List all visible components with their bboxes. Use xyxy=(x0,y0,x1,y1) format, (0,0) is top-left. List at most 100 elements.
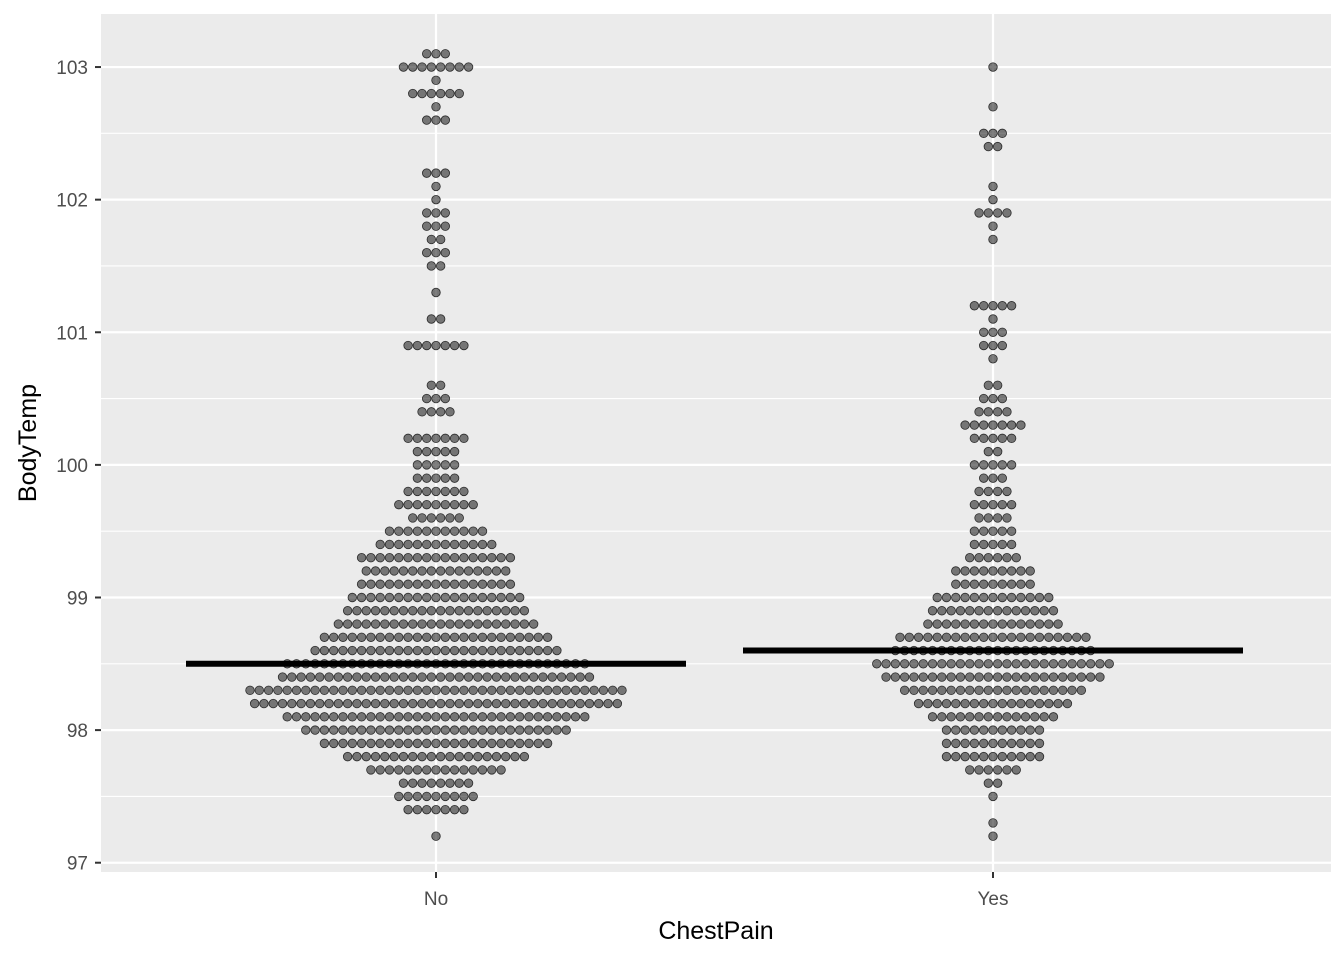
data-point xyxy=(1034,632,1045,642)
data-point xyxy=(361,606,371,616)
data-point xyxy=(1048,606,1059,616)
data-point xyxy=(501,698,511,709)
data-point xyxy=(384,539,395,550)
data-point xyxy=(422,632,432,642)
data-point xyxy=(431,592,441,603)
data-point xyxy=(431,831,441,841)
data-point xyxy=(932,632,942,642)
data-point xyxy=(979,592,989,603)
data-point xyxy=(496,632,506,642)
data-point xyxy=(352,606,362,616)
data-point xyxy=(445,566,455,576)
data-point xyxy=(927,672,938,682)
data-point xyxy=(1044,619,1054,629)
data-point xyxy=(552,712,562,722)
data-point xyxy=(960,592,970,603)
data-point xyxy=(426,380,437,391)
data-point xyxy=(459,738,469,749)
data-point xyxy=(997,393,1008,404)
data-point xyxy=(937,659,947,669)
data-point xyxy=(431,446,441,457)
data-point xyxy=(1016,619,1026,629)
data-point xyxy=(477,712,488,722)
data-point xyxy=(969,632,980,642)
data-point xyxy=(997,301,1008,311)
data-point xyxy=(342,698,353,709)
data-point xyxy=(1002,486,1012,497)
data-point xyxy=(997,420,1008,430)
data-point xyxy=(515,712,525,722)
data-point xyxy=(422,553,432,563)
data-point xyxy=(505,645,516,656)
data-point xyxy=(561,685,571,696)
data-point xyxy=(459,579,469,589)
data-point xyxy=(1006,539,1017,550)
data-point xyxy=(422,460,432,470)
data-point xyxy=(505,725,516,735)
data-point xyxy=(965,712,975,722)
data-point xyxy=(384,725,395,735)
data-point xyxy=(352,698,362,709)
data-point xyxy=(988,619,998,629)
data-point xyxy=(422,221,432,231)
data-point xyxy=(422,208,432,218)
data-point xyxy=(979,420,989,430)
data-point xyxy=(951,698,961,709)
data-point xyxy=(329,725,339,735)
data-point xyxy=(997,327,1008,337)
data-point xyxy=(988,632,998,642)
data-point xyxy=(408,62,418,72)
data-point xyxy=(440,393,451,404)
data-point xyxy=(505,712,516,722)
data-point xyxy=(375,553,385,563)
data-point xyxy=(356,579,367,589)
data-point xyxy=(403,579,413,589)
data-point xyxy=(556,672,567,682)
data-point xyxy=(422,247,432,258)
data-point xyxy=(384,738,395,749)
data-point xyxy=(463,62,474,72)
data-point xyxy=(454,606,464,616)
data-point xyxy=(431,632,441,642)
data-point xyxy=(422,539,432,550)
data-point xyxy=(435,751,446,762)
data-point xyxy=(519,698,530,709)
data-point xyxy=(440,221,451,231)
data-point xyxy=(426,314,437,324)
data-point xyxy=(487,725,497,735)
data-point xyxy=(449,738,460,749)
data-point xyxy=(1020,685,1031,696)
data-point xyxy=(459,804,469,815)
data-point xyxy=(370,566,381,576)
data-point xyxy=(449,791,460,802)
data-point xyxy=(988,539,998,550)
data-point xyxy=(487,539,497,550)
data-point xyxy=(347,592,358,603)
data-point xyxy=(955,659,966,669)
data-point xyxy=(431,539,441,550)
data-point xyxy=(431,460,441,470)
data-point xyxy=(463,751,474,762)
data-point xyxy=(1025,566,1035,576)
data-point xyxy=(566,698,576,709)
data-point xyxy=(310,725,320,735)
data-point xyxy=(459,526,469,536)
data-point xyxy=(1011,553,1021,563)
data-point xyxy=(501,606,511,616)
data-point xyxy=(552,645,562,656)
data-point xyxy=(431,738,441,749)
data-point xyxy=(524,645,534,656)
data-point xyxy=(394,526,404,536)
data-point xyxy=(431,685,441,696)
data-point xyxy=(547,672,557,682)
data-point xyxy=(287,698,297,709)
data-point xyxy=(449,765,460,775)
data-point xyxy=(459,486,469,497)
data-point xyxy=(1034,619,1045,629)
data-point xyxy=(533,645,544,656)
data-point xyxy=(983,778,994,788)
data-point xyxy=(459,685,469,696)
data-point xyxy=(459,712,469,722)
data-point xyxy=(983,659,994,669)
data-point xyxy=(965,685,975,696)
